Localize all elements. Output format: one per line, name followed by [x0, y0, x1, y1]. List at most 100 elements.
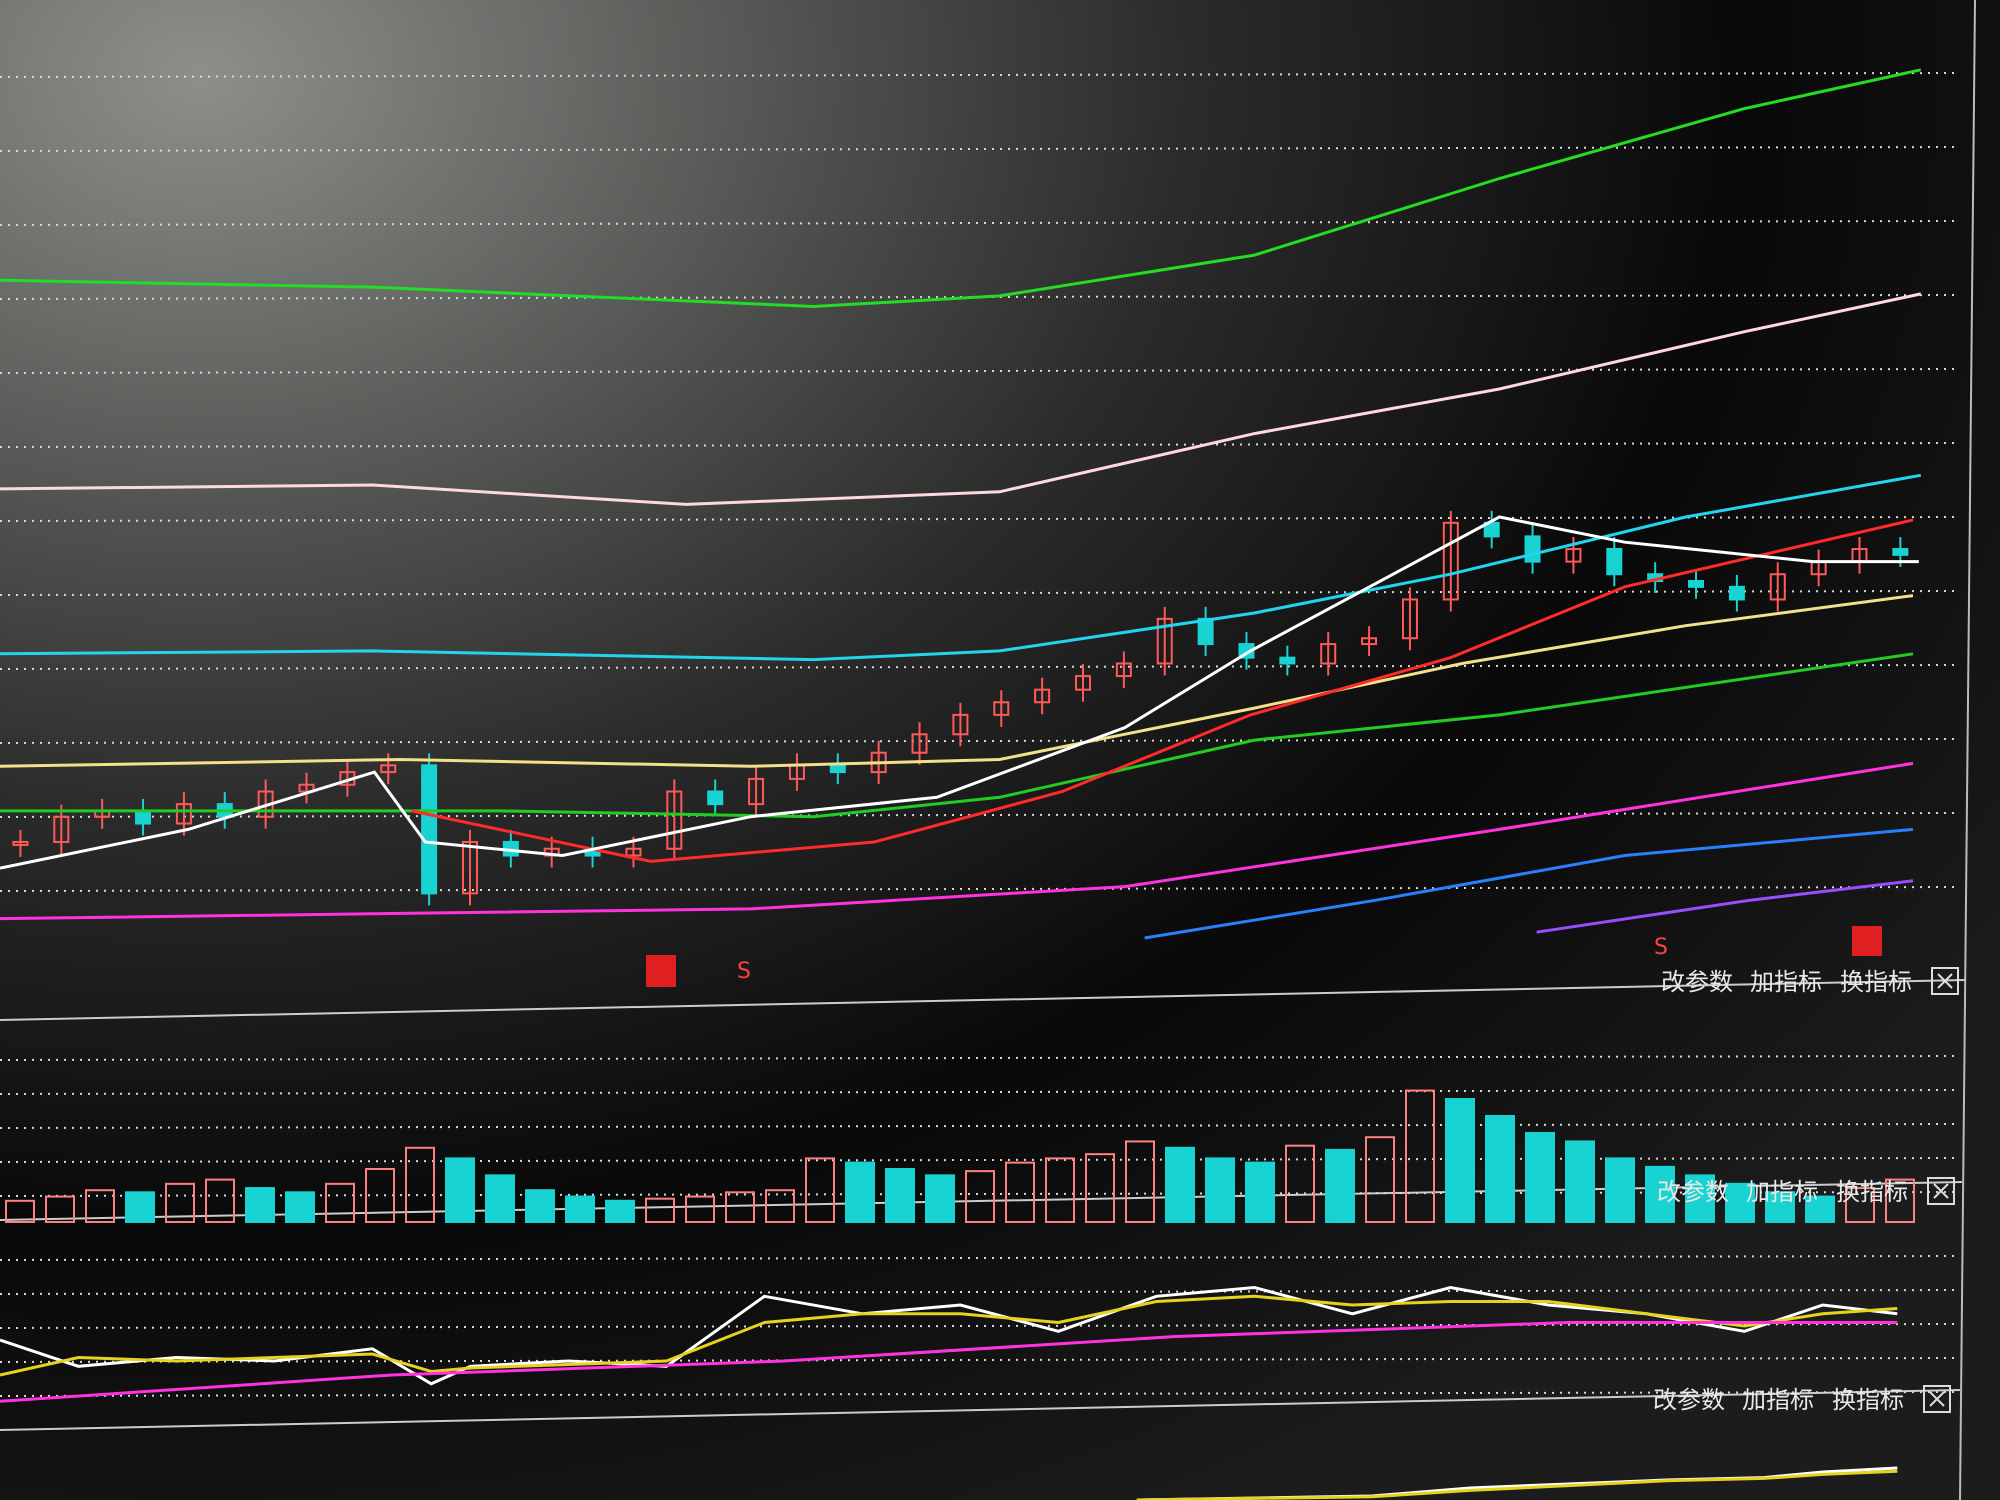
toolbar-button[interactable]: 换指标: [1836, 1178, 1908, 1206]
volume-bar: [885, 1168, 915, 1223]
volume-bar: [1885, 1178, 1915, 1223]
volume-bar: [1525, 1131, 1555, 1223]
volume-bar: [1805, 1195, 1835, 1224]
toolbar-button[interactable]: 加指标: [1750, 968, 1822, 996]
volume-bar: [365, 1168, 395, 1223]
candle: [1769, 573, 1786, 601]
close-icon: [1937, 973, 1953, 989]
guide-line: [0, 1055, 1956, 1061]
volume-bar: [1165, 1146, 1195, 1224]
guide-line: [0, 72, 1956, 78]
toolbar-button[interactable]: 改参数: [1653, 1386, 1725, 1414]
volume-bar: [1845, 1187, 1875, 1223]
guide-line: [0, 1391, 1956, 1397]
volume-bar: [445, 1157, 475, 1224]
volume-bar: [85, 1189, 115, 1223]
volume-bar: [1205, 1157, 1235, 1224]
indicator-line: [1536, 879, 1914, 934]
close-button[interactable]: [1931, 967, 1959, 995]
candle: [666, 790, 683, 850]
volume-bar: [1085, 1153, 1115, 1224]
volume-bar: [1405, 1089, 1435, 1224]
candle: [461, 840, 478, 895]
volume-bar: [525, 1189, 555, 1223]
volume-bar: [845, 1161, 875, 1224]
volume-bar: [1685, 1174, 1715, 1223]
candle: [748, 777, 765, 806]
candle: [1606, 548, 1623, 576]
volume-bar: [1285, 1144, 1315, 1224]
close-button[interactable]: [1923, 1385, 1951, 1413]
toolbar-button[interactable]: 换指标: [1840, 968, 1912, 996]
guide-line: [0, 1089, 1956, 1095]
volume-bar: [1045, 1157, 1075, 1224]
volume-bar: [325, 1182, 355, 1223]
volume-bar: [1125, 1140, 1155, 1223]
indicator-line: [0, 292, 1922, 506]
candle: [12, 840, 29, 846]
volume-bar: [165, 1182, 195, 1223]
indicator-line: [0, 1294, 1898, 1377]
candle: [952, 713, 969, 736]
indicator-line: [1136, 1469, 1898, 1500]
volume-bar: [1565, 1140, 1595, 1223]
indicator-line: [1144, 827, 1914, 940]
candle: [1401, 598, 1418, 640]
candle: [175, 803, 192, 825]
toolbar-button[interactable]: 加指标: [1742, 1386, 1814, 1414]
panel-separator: [0, 1389, 1961, 1431]
volume-bar: [1765, 1191, 1795, 1223]
candle: [625, 847, 642, 857]
candle: [1075, 675, 1092, 691]
toolbar-button[interactable]: 加指标: [1746, 1178, 1818, 1206]
candle: [1115, 662, 1132, 678]
volume-bar: [1365, 1136, 1395, 1223]
guide-line: [0, 1157, 1956, 1163]
close-button[interactable]: [1927, 1177, 1955, 1205]
volume-bar: [285, 1191, 315, 1223]
candle: [911, 733, 928, 754]
volume-bar: [685, 1195, 715, 1224]
candle: [1524, 535, 1541, 563]
volume-bar: [1485, 1115, 1515, 1223]
signal-marker: [1852, 926, 1882, 956]
volume-bar: [645, 1197, 675, 1224]
guide-line: [0, 664, 1956, 670]
guide-line: [0, 738, 1956, 744]
candle: [1892, 548, 1909, 556]
volume-bar: [1645, 1165, 1675, 1224]
volume-bar: [925, 1174, 955, 1223]
volume-bar: [485, 1174, 515, 1223]
volume-bar: [965, 1170, 995, 1223]
indicator-line: [0, 473, 1922, 662]
volume-bar: [565, 1195, 595, 1224]
close-icon: [1929, 1391, 1945, 1407]
guide-line: [0, 1191, 1956, 1197]
candle: [421, 764, 438, 895]
indicator-line: [0, 515, 1919, 870]
guide-line: [0, 1357, 1956, 1363]
signal-label: S: [737, 959, 751, 984]
volume-bar: [805, 1157, 835, 1224]
candle: [1565, 548, 1582, 563]
panel-separator: [0, 979, 1966, 1021]
toolbar-button[interactable]: 换指标: [1832, 1386, 1904, 1414]
candle: [993, 701, 1010, 716]
toolbar-button[interactable]: 改参数: [1657, 1178, 1729, 1206]
candle: [1728, 585, 1745, 601]
indicator-line: [0, 761, 1914, 921]
plots: [0, 68, 1922, 1500]
volume-bar: [1005, 1161, 1035, 1224]
candle: [1688, 580, 1705, 588]
volume-bar: [405, 1146, 435, 1224]
guide-line: [0, 1123, 1956, 1129]
candle: [1156, 617, 1173, 665]
right-border: [1959, 0, 1976, 1500]
volume-bar: [245, 1187, 275, 1223]
candle: [707, 790, 724, 806]
toolbar-button[interactable]: 改参数: [1661, 968, 1733, 996]
volume-bar: [1605, 1157, 1635, 1224]
